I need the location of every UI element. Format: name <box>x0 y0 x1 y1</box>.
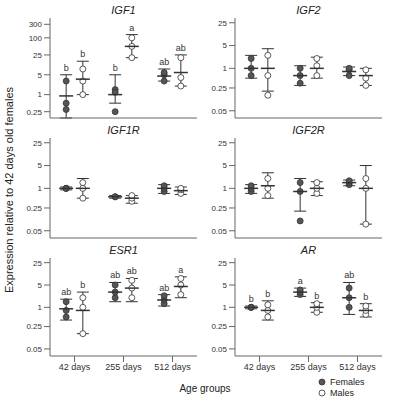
svg-text:Females: Females <box>330 377 365 387</box>
svg-text:5: 5 <box>223 41 228 50</box>
svg-text:1: 1 <box>38 303 43 312</box>
html-text:IGF2R: IGF2R <box>292 124 325 136</box>
svg-text:0.05: 0.05 <box>211 345 227 354</box>
svg-text:5: 5 <box>38 161 43 170</box>
svg-text:ab: ab <box>159 57 169 67</box>
svg-text:0.25: 0.25 <box>211 84 227 93</box>
svg-text:0.05: 0.05 <box>26 345 42 354</box>
svg-text:0.05: 0.05 <box>211 227 227 236</box>
svg-text:0.25: 0.25 <box>26 204 42 213</box>
svg-text:a: a <box>178 265 183 275</box>
svg-text:42 days: 42 days <box>59 362 91 372</box>
svg-text:25: 25 <box>218 139 227 148</box>
svg-text:a: a <box>129 23 134 33</box>
svg-text:b: b <box>80 280 85 290</box>
svg-text:300: 300 <box>29 20 43 29</box>
svg-text:25: 25 <box>33 51 42 60</box>
svg-text:100: 100 <box>29 34 43 43</box>
svg-text:ab: ab <box>61 287 71 297</box>
svg-text:5: 5 <box>223 161 228 170</box>
svg-text:1: 1 <box>223 303 228 312</box>
svg-text:Expression relative to 42 days: Expression relative to 42 days old femal… <box>8 86 15 293</box>
html-text:IGF1R: IGF1R <box>107 124 140 136</box>
svg-text:ab: ab <box>127 266 137 276</box>
svg-text:b: b <box>249 294 254 304</box>
svg-text:ab: ab <box>176 43 186 53</box>
svg-text:25: 25 <box>218 259 227 268</box>
svg-text:1: 1 <box>223 64 228 73</box>
svg-text:1: 1 <box>223 184 228 193</box>
svg-text:0.25: 0.25 <box>26 108 42 117</box>
svg-text:25: 25 <box>218 19 227 28</box>
svg-text:b: b <box>363 292 368 302</box>
svg-text:0.05: 0.05 <box>211 107 227 116</box>
html-text:IGF1: IGF1 <box>111 4 136 16</box>
svg-text:Males: Males <box>330 388 355 398</box>
svg-text:b: b <box>265 289 270 299</box>
svg-text:1: 1 <box>38 90 43 99</box>
svg-text:42 days: 42 days <box>244 362 276 372</box>
svg-text:ab: ab <box>159 283 169 293</box>
svg-text:Age groups: Age groups <box>179 383 230 394</box>
svg-text:ab: ab <box>110 270 120 280</box>
svg-text:0.25: 0.25 <box>26 322 42 331</box>
svg-text:5: 5 <box>38 281 43 290</box>
svg-text:255 days: 255 days <box>290 362 327 372</box>
svg-text:5: 5 <box>38 71 43 80</box>
svg-text:5: 5 <box>223 281 228 290</box>
svg-text:1: 1 <box>38 184 43 193</box>
svg-text:25: 25 <box>33 259 42 268</box>
svg-text:b: b <box>64 63 69 73</box>
svg-text:b: b <box>314 291 319 301</box>
svg-text:0.05: 0.05 <box>26 227 42 236</box>
html-text:IGF2: IGF2 <box>296 4 321 16</box>
svg-text:512 days: 512 days <box>339 362 376 372</box>
html-text:AR: AR <box>300 244 317 256</box>
svg-text:ab: ab <box>344 270 354 280</box>
svg-text:b: b <box>80 49 85 59</box>
svg-text:0.25: 0.25 <box>211 322 227 331</box>
svg-text:255 days: 255 days <box>105 362 142 372</box>
svg-text:a: a <box>298 276 303 286</box>
svg-text:0.25: 0.25 <box>211 204 227 213</box>
svg-text:512 days: 512 days <box>154 362 191 372</box>
svg-text:b: b <box>113 63 118 73</box>
svg-text:25: 25 <box>33 139 42 148</box>
html-text:ESR1: ESR1 <box>109 244 138 256</box>
